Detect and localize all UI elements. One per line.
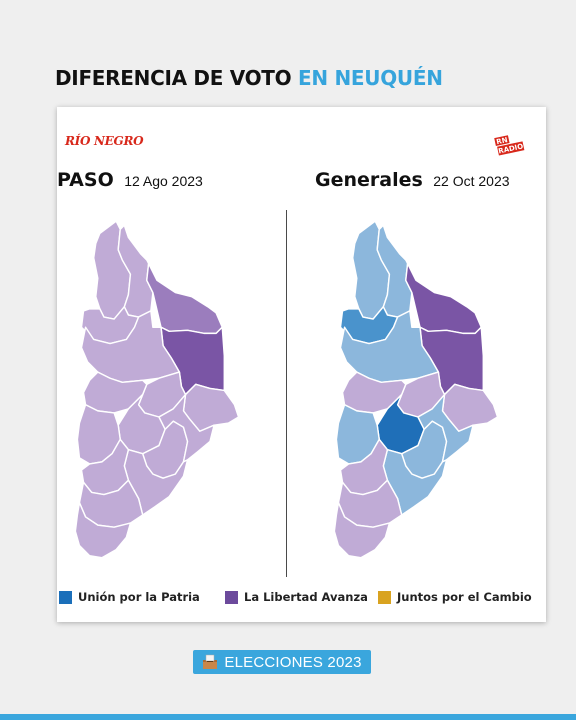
legend-label-libertad: La Libertad Avanza bbox=[244, 590, 368, 604]
legend-swatch-libertad bbox=[225, 590, 238, 604]
paso-map bbox=[57, 203, 287, 573]
paso-heading: PASO 12 Ago 2023 bbox=[57, 169, 203, 191]
generales-dept-picun-leufu bbox=[417, 393, 474, 463]
title-part-accent: EN NEUQUÉN bbox=[298, 66, 443, 90]
generales-heading: Generales 22 Oct 2023 bbox=[315, 169, 510, 191]
elecciones-badge: ELECCIONES 2023 bbox=[193, 650, 371, 674]
page-title: DIFERENCIA DE VOTO EN NEUQUÉN bbox=[55, 66, 443, 90]
rn-radio-logo: RN RADIO bbox=[494, 135, 525, 156]
legend-item-juntos: Juntos por el Cambio bbox=[378, 590, 532, 604]
bottom-accent-bar bbox=[0, 714, 576, 720]
legend-label-juntos: Juntos por el Cambio bbox=[397, 590, 532, 604]
legend: Unión por la Patria La Libertad Avanza J… bbox=[57, 590, 546, 610]
paso-dept-picun-leufu bbox=[158, 393, 215, 463]
legend-item-libertad: La Libertad Avanza bbox=[225, 590, 368, 604]
paso-title: PASO bbox=[57, 169, 114, 191]
generales-title: Generales bbox=[315, 169, 423, 191]
legend-swatch-juntos bbox=[378, 590, 391, 604]
rn-radio-logo-text-1: RN bbox=[496, 136, 509, 146]
generales-dept-chos-malal bbox=[376, 224, 413, 318]
title-part-main: DIFERENCIA DE VOTO bbox=[55, 66, 292, 90]
ballot-box-icon bbox=[203, 654, 218, 669]
generales-map bbox=[316, 203, 546, 573]
legend-item-union: Unión por la Patria bbox=[59, 590, 200, 604]
paso-dept-chos-malal bbox=[117, 224, 154, 318]
legend-swatch-union bbox=[59, 590, 72, 604]
generales-date: 22 Oct 2023 bbox=[433, 173, 510, 189]
paso-dept-los-lagos bbox=[74, 501, 132, 559]
paso-date: 12 Ago 2023 bbox=[124, 173, 203, 189]
paso-dept-pehuenches bbox=[139, 253, 223, 335]
legend-label-union: Unión por la Patria bbox=[78, 590, 200, 604]
generales-dept-los-lagos bbox=[333, 501, 391, 559]
generales-dept-pehuenches bbox=[398, 253, 482, 335]
elecciones-label: ELECCIONES 2023 bbox=[224, 653, 362, 671]
rio-negro-logo: RÍO NEGRO bbox=[65, 134, 144, 148]
panel-divider bbox=[286, 210, 287, 577]
map-card: RÍO NEGRO RN RADIO PASO 12 Ago 2023 Gene… bbox=[57, 107, 546, 622]
